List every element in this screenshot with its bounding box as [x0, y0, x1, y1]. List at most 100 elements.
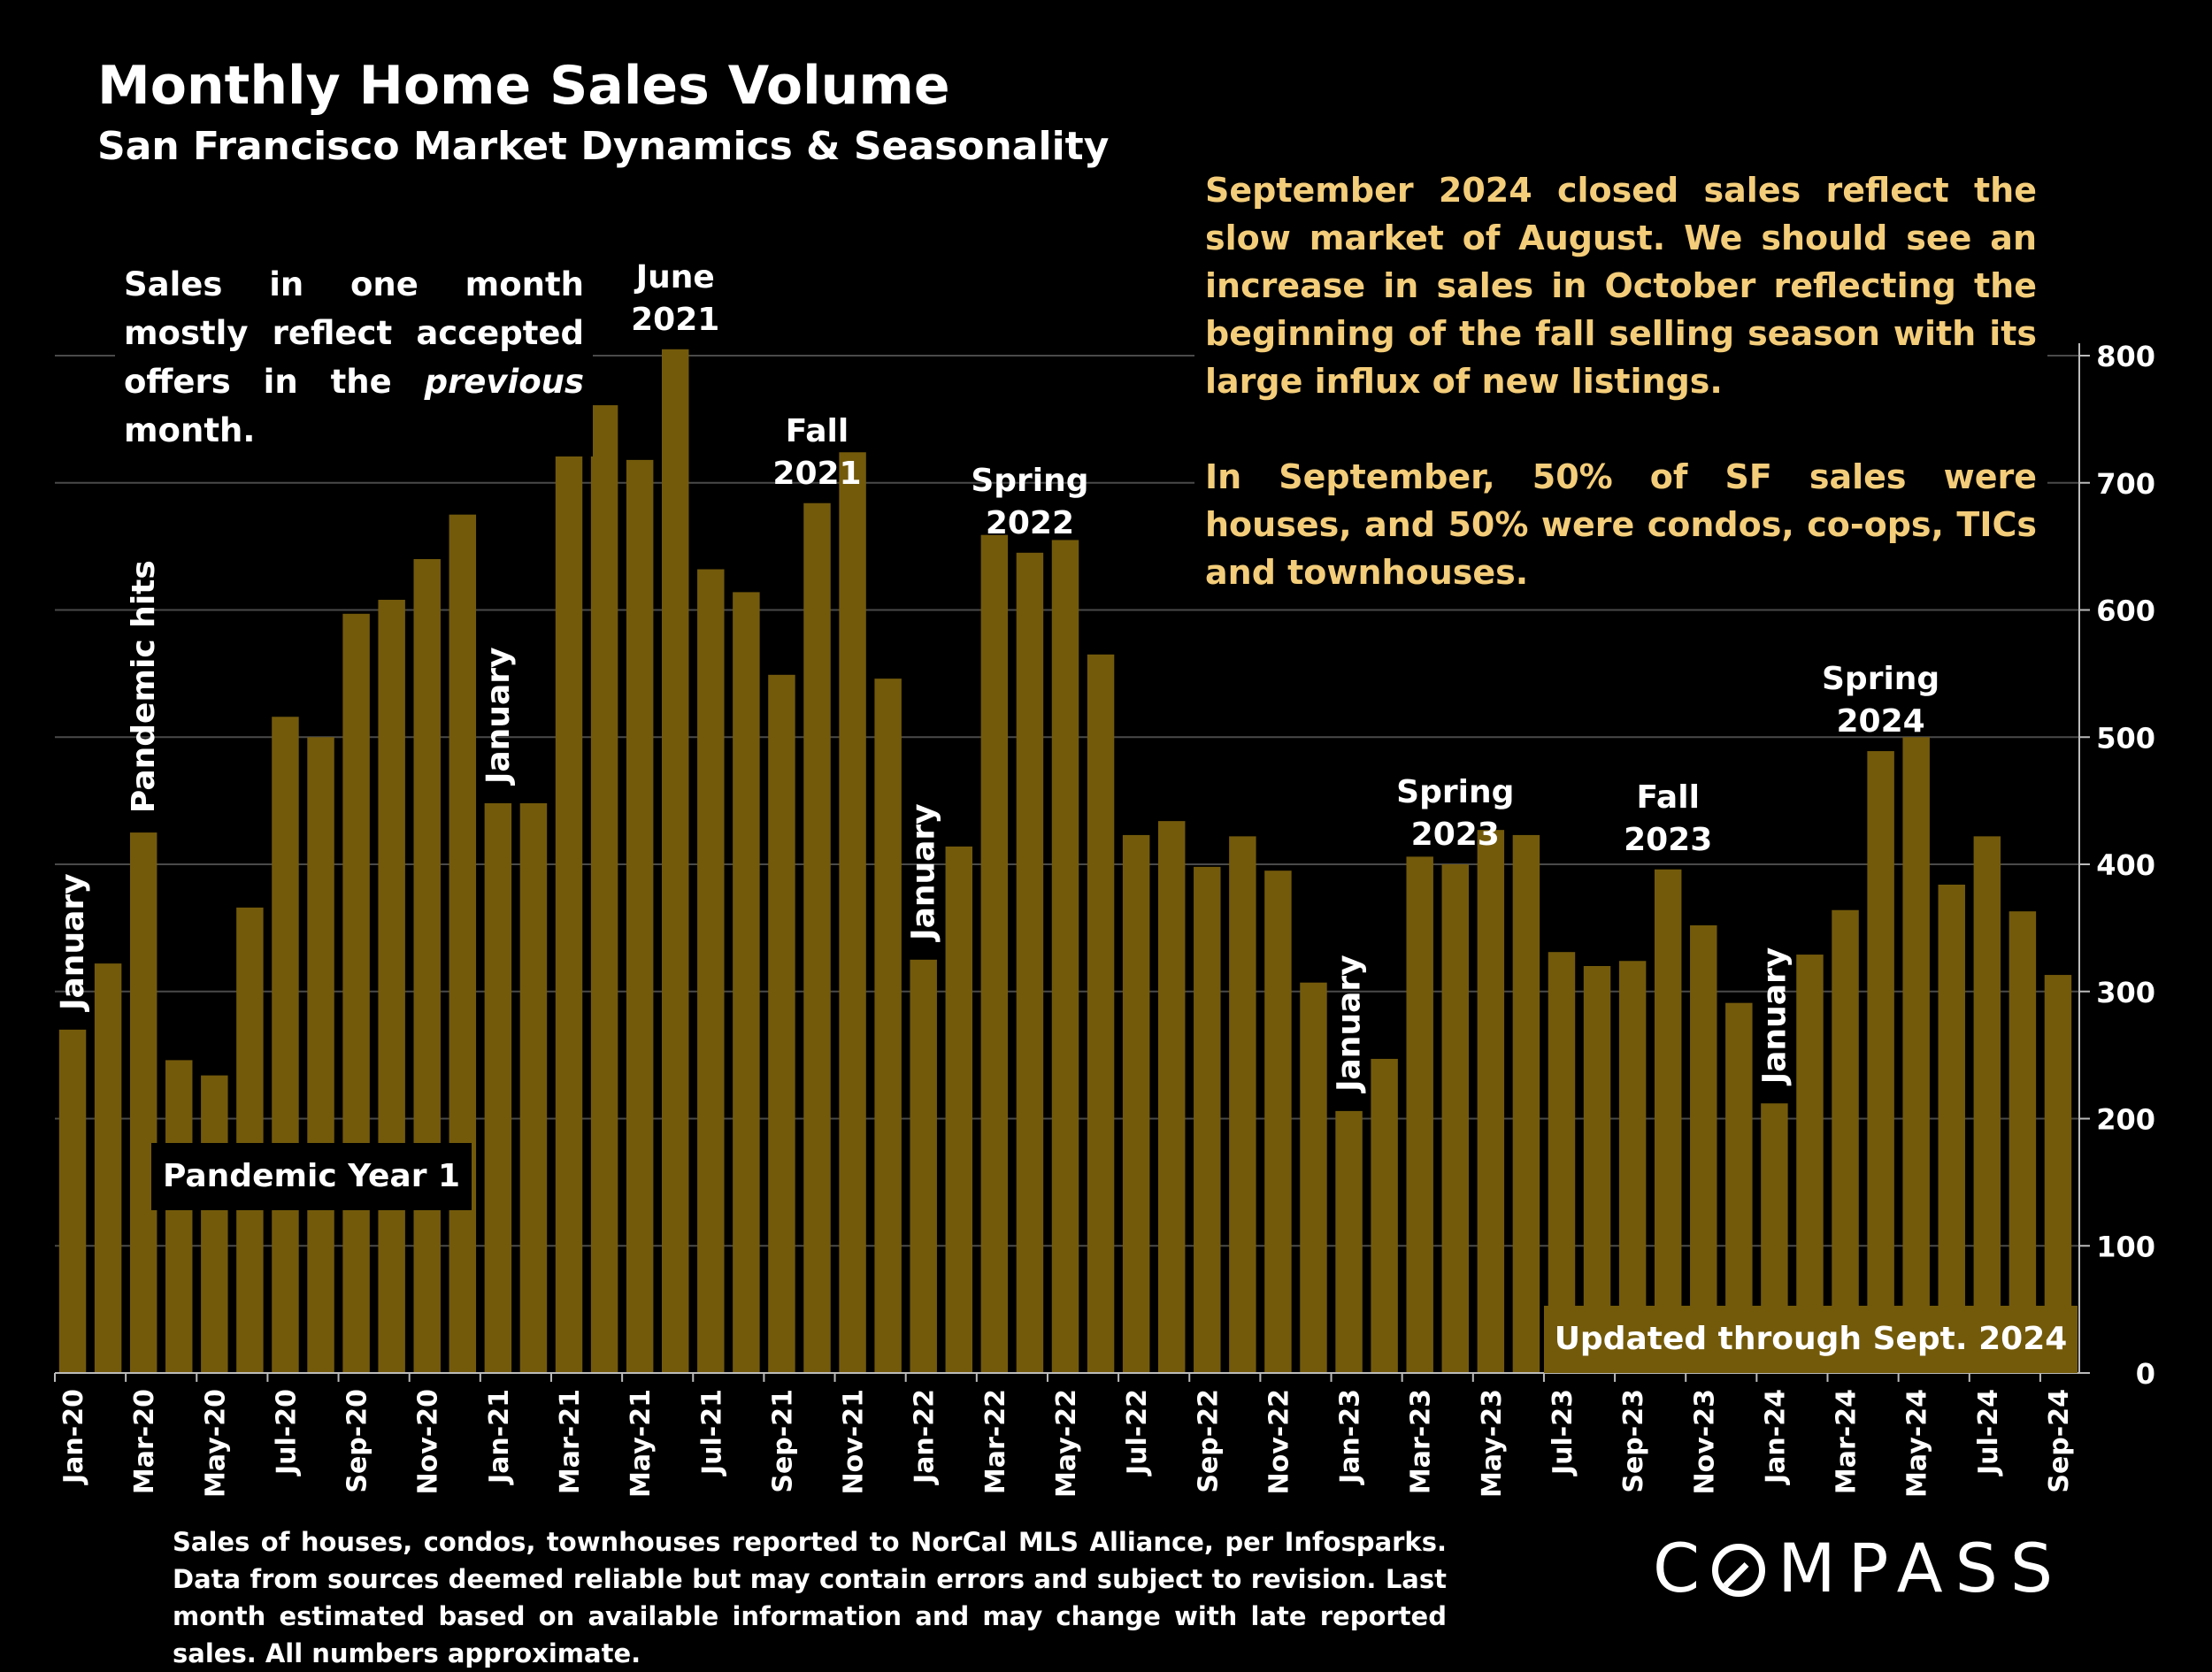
x-tick-label-Sep-21: Sep-21	[767, 1389, 798, 1493]
compass-logo: C MPASS	[1653, 1529, 2065, 1607]
bar-Feb-21	[519, 803, 548, 1373]
chart-title: Monthly Home Sales Volume	[97, 55, 950, 117]
bar-Aug-22	[1157, 821, 1186, 1373]
logo-letter-c: C	[1653, 1529, 1713, 1607]
x-tick-label-Jul-21: Jul-21	[696, 1389, 727, 1476]
bar-Jun-24	[1938, 885, 1965, 1373]
bar-Sep-21	[768, 674, 795, 1373]
bar-Apr-24	[1867, 751, 1894, 1373]
bar-Feb-22	[945, 846, 973, 1373]
x-tick-label-Mar-20: Mar-20	[129, 1389, 160, 1494]
logo-letters-rest: MPASS	[1778, 1529, 2066, 1607]
bar-Aug-24	[2008, 911, 2037, 1373]
bar-May-24	[1902, 737, 1930, 1373]
x-tick-label-Sep-20: Sep-20	[342, 1389, 373, 1493]
bar-Mar-22	[980, 534, 1009, 1373]
x-tick-label-Jan-24: Jan-24	[1760, 1389, 1791, 1485]
bar-May-21	[626, 459, 654, 1373]
y-tick-label: 100	[2096, 1230, 2155, 1263]
bar-Aug-21	[733, 592, 760, 1373]
y-tick-label: 0	[2136, 1357, 2155, 1391]
annotation-label: Fall 2021	[772, 413, 861, 492]
y-tick-label: 700	[2096, 467, 2155, 501]
y-tick-label: 500	[2096, 721, 2155, 755]
x-tick-label-Nov-23: Nov-23	[1689, 1389, 1720, 1494]
bar-Mar-20	[129, 832, 157, 1373]
x-tick-label-May-21: May-21	[626, 1389, 657, 1498]
x-tick-label-May-22: May-22	[1051, 1389, 1082, 1498]
x-tick-label-Mar-21: Mar-21	[555, 1389, 586, 1494]
bar-Mar-23	[1406, 856, 1433, 1373]
bar-Jan-23	[1335, 1110, 1363, 1373]
x-tick-label-Jan-22: Jan-22	[910, 1389, 941, 1485]
x-tick-label-Nov-21: Nov-21	[839, 1389, 870, 1494]
bar-Mar-21	[555, 433, 583, 1373]
bar-Feb-23	[1371, 1058, 1398, 1373]
bar-Nov-20	[413, 559, 441, 1373]
bar-Oct-20	[378, 600, 405, 1373]
note-italic-word: previous	[424, 363, 584, 401]
bar-May-23	[1477, 830, 1505, 1373]
x-tick-label-Jul-20: Jul-20	[271, 1389, 302, 1476]
x-tick-label-Mar-22: Mar-22	[980, 1389, 1011, 1494]
x-tick-label-Sep-22: Sep-22	[1193, 1389, 1224, 1493]
bar-Jun-23	[1512, 834, 1540, 1373]
seasonality-note: Sales in one month mostly reflect accept…	[115, 258, 593, 456]
bar-Jul-22	[1122, 834, 1150, 1373]
bar-Apr-22	[1016, 552, 1044, 1373]
x-tick-label-May-23: May-23	[1477, 1389, 1508, 1498]
y-tick-label: 400	[2096, 848, 2155, 882]
y-tick-label: 600	[2096, 594, 2155, 628]
bar-Feb-20	[94, 963, 122, 1373]
x-tick-label-May-20: May-20	[200, 1389, 231, 1498]
x-tick-label-Jul-24: Jul-24	[1973, 1389, 2004, 1476]
x-tick-label-May-24: May-24	[1902, 1389, 1933, 1498]
annotation-label: January	[1332, 955, 1368, 1093]
x-tick-label-Jan-23: Jan-23	[1335, 1389, 1366, 1485]
bar-May-20	[201, 1075, 228, 1373]
x-tick-label-Mar-23: Mar-23	[1406, 1389, 1437, 1494]
bar-Jul-21	[697, 569, 725, 1373]
bar-Jan-21	[484, 803, 512, 1373]
x-tick-label-Mar-24: Mar-24	[1832, 1389, 1863, 1494]
bar-Nov-23	[1690, 925, 1717, 1373]
bar-Sep-20	[342, 613, 370, 1373]
bar-Feb-24	[1796, 955, 1824, 1373]
y-tick-label: 800	[2096, 340, 2155, 373]
bar-Mar-24	[1832, 909, 1859, 1373]
bar-Oct-21	[803, 502, 831, 1373]
bar-Sep-22	[1194, 866, 1221, 1373]
note-text-end: month.	[124, 411, 256, 449]
bar-Jan-22	[910, 959, 937, 1373]
bar-May-22	[1051, 540, 1079, 1373]
note-text-start: Sales in one month mostly reflect accept…	[124, 265, 584, 401]
annotation-label: Fall 2023	[1624, 779, 1712, 858]
logo-compass-o-icon	[1712, 1544, 1766, 1597]
updated-through-label: Updated through Sept. 2024	[1544, 1306, 2078, 1373]
annotation-label: Pandemic hits	[126, 560, 162, 813]
market-commentary: September 2024 closed sales reflect the …	[1194, 166, 2047, 596]
annotation-label: Spring 2022	[971, 463, 1088, 541]
bar-Jul-24	[1973, 836, 2001, 1373]
bar-Nov-21	[839, 452, 866, 1373]
y-tick-label: 200	[2096, 1103, 2155, 1137]
x-tick-label-Jul-23: Jul-23	[1548, 1389, 1578, 1476]
bar-Sep-23	[1618, 961, 1647, 1373]
x-tick-label-Jan-20: Jan-20	[58, 1389, 89, 1485]
bar-Aug-20	[307, 737, 334, 1373]
x-tick-label-Nov-22: Nov-22	[1263, 1389, 1294, 1494]
bar-Oct-23	[1654, 869, 1682, 1373]
chart-subtitle: San Francisco Market Dynamics & Seasonal…	[97, 124, 1110, 169]
x-tick-label-Nov-20: Nov-20	[413, 1389, 444, 1494]
x-tick-label-Sep-24: Sep-24	[2044, 1389, 2075, 1493]
x-tick-label-Jan-21: Jan-21	[484, 1389, 515, 1485]
bar-Apr-23	[1441, 864, 1469, 1373]
bar-Oct-22	[1229, 836, 1256, 1373]
y-tick-label: 300	[2096, 976, 2155, 1009]
bar-Jul-23	[1548, 952, 1576, 1373]
bar-Nov-22	[1264, 871, 1292, 1373]
annotation-label: Spring 2023	[1396, 774, 1514, 853]
bar-Jul-20	[272, 717, 299, 1373]
